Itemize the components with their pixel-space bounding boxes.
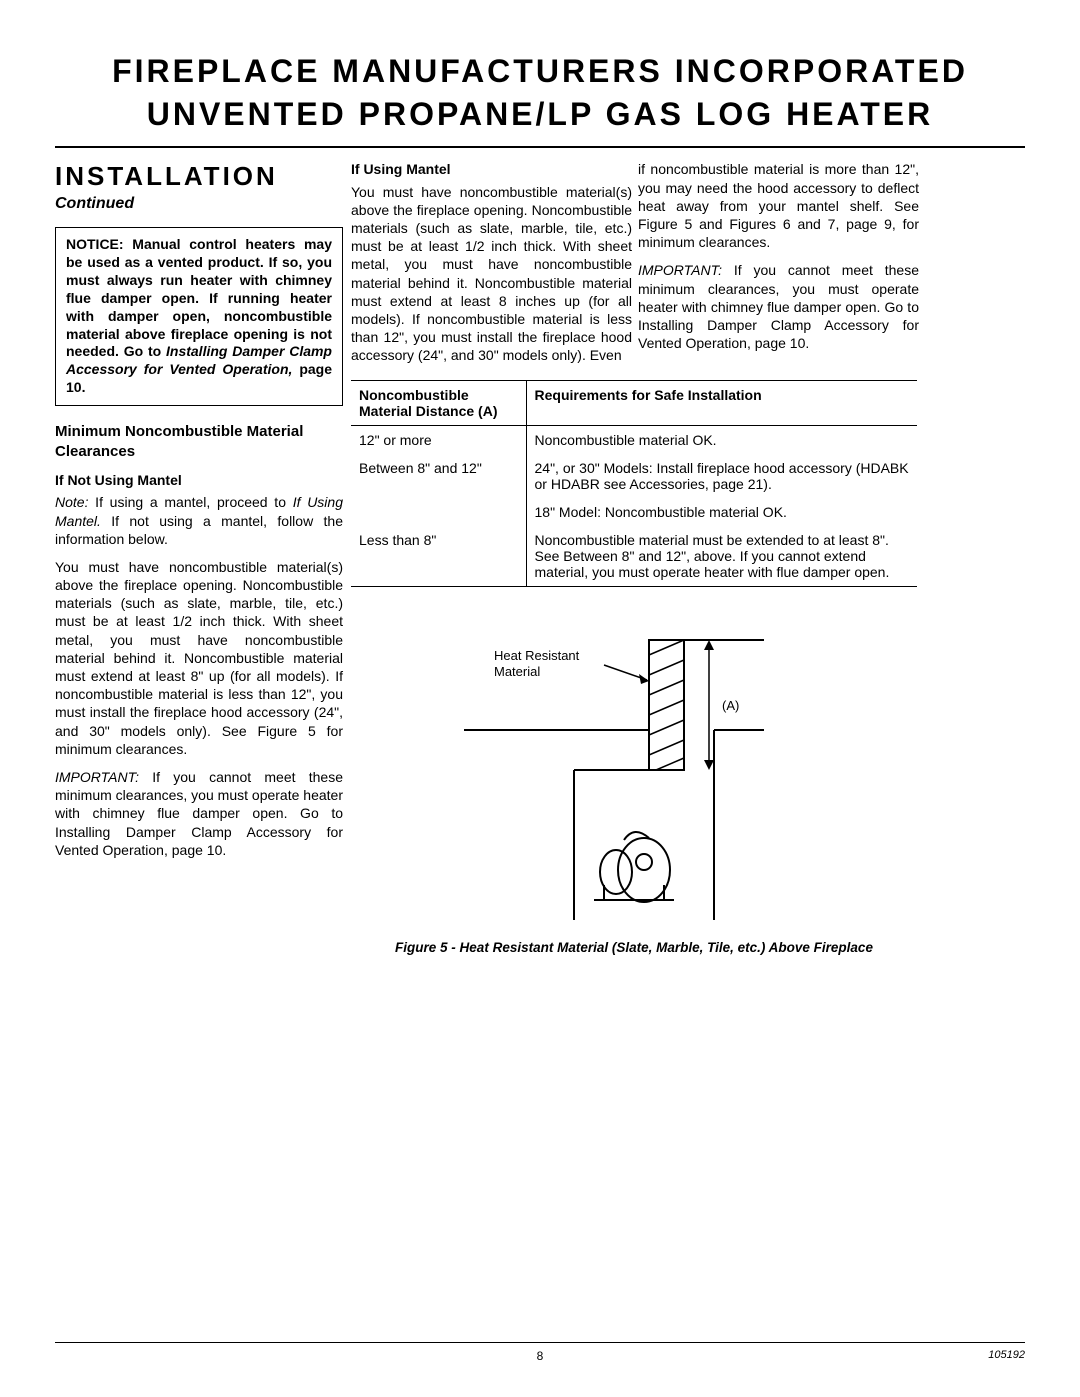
if-not-using-mantel-heading: If Not Using Mantel xyxy=(55,471,343,489)
middle-column: If Using Mantel You must have noncombust… xyxy=(351,160,632,374)
clearances-table-wrap: Noncombustible Material Distance (A) Req… xyxy=(351,380,917,587)
table-header-1: Noncombustible Material Distance (A) xyxy=(351,381,526,426)
table-cell: 18" Model: Noncombustible material OK. xyxy=(526,498,917,526)
note-label: Note: xyxy=(55,494,88,510)
left-p1: You must have noncombustible material(s)… xyxy=(55,558,343,758)
table-cell: 12" or more xyxy=(351,426,526,455)
figure-5-caption: Figure 5 - Heat Resistant Material (Slat… xyxy=(351,940,917,955)
notice-pre: NOTICE: Manual control heaters may be us… xyxy=(66,236,332,359)
figure-5-diagram: (A) Heat Resistant Material xyxy=(454,630,814,930)
table-cell: 24", or 30" Models: Install fireplace ho… xyxy=(526,454,917,498)
table-cell: Noncombustible material must be extended… xyxy=(526,526,917,587)
notice-box: NOTICE: Manual control heaters may be us… xyxy=(55,227,343,406)
left-p2: IMPORTANT: If you cannot meet these mini… xyxy=(55,768,343,859)
page-footer: 8 105192 xyxy=(55,1342,1025,1363)
note-paragraph: Note: If using a mantel, proceed to If U… xyxy=(55,493,343,548)
clearances-table: Noncombustible Material Distance (A) Req… xyxy=(351,380,917,587)
title-rule xyxy=(55,146,1025,148)
table-cell: Between 8" and 12" xyxy=(351,454,526,498)
heat-resistant-label-1: Heat Resistant xyxy=(494,648,580,663)
section-title: INSTALLATION xyxy=(55,160,343,194)
document-id: 105192 xyxy=(988,1349,1025,1361)
important-label-left: IMPORTANT: xyxy=(55,769,139,785)
important-label-right: IMPORTANT: xyxy=(638,262,722,278)
page-title: FIREPLACE MANUFACTURERS INCORPORATED UNV… xyxy=(55,50,1025,142)
table-header-2: Requirements for Safe Installation xyxy=(526,381,917,426)
table-cell: Less than 8" xyxy=(351,526,526,587)
continued-label: Continued xyxy=(55,194,343,215)
table-cell xyxy=(351,498,526,526)
page-number: 8 xyxy=(55,1349,1025,1363)
right-column: if noncombustible material is more than … xyxy=(638,160,919,362)
mid-p: You must have noncombustible material(s)… xyxy=(351,183,632,365)
heat-resistant-label-2: Material xyxy=(494,664,540,679)
table-cell: Noncombustible material OK. xyxy=(526,426,917,455)
title-line1: FIREPLACE MANUFACTURERS INCORPORATED xyxy=(112,53,968,89)
right-p2: IMPORTANT: If you cannot meet these mini… xyxy=(638,261,919,352)
figure-5: (A) Heat Resistant Material Figure 5 - H… xyxy=(351,630,917,955)
left-column: INSTALLATION Continued NOTICE: Manual co… xyxy=(55,160,343,869)
note-text1: If using a mantel, proceed to xyxy=(88,494,292,510)
content-area: INSTALLATION Continued NOTICE: Manual co… xyxy=(55,160,1025,1220)
dim-a-label: (A) xyxy=(722,698,739,713)
if-using-mantel-heading: If Using Mantel xyxy=(351,160,632,178)
right-p1: if noncombustible material is more than … xyxy=(638,160,919,251)
title-line2: UNVENTED PROPANE/LP GAS LOG HEATER xyxy=(147,96,934,132)
min-clearances-heading: Minimum Noncombustible Material Clearanc… xyxy=(55,422,343,461)
